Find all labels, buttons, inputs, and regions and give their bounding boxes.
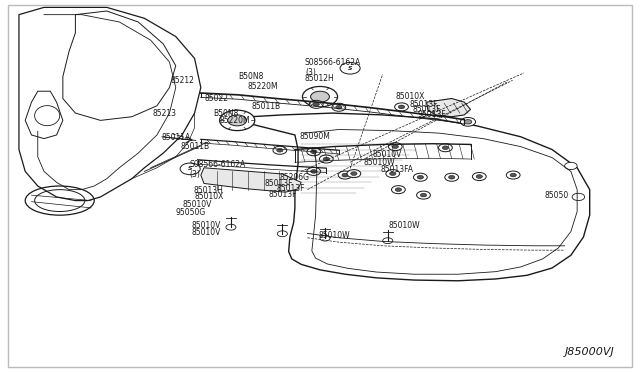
Circle shape bbox=[228, 115, 246, 126]
Circle shape bbox=[396, 188, 401, 192]
Text: 85010W: 85010W bbox=[389, 221, 420, 230]
Circle shape bbox=[338, 171, 352, 179]
Circle shape bbox=[398, 105, 404, 109]
Text: B50N8: B50N8 bbox=[213, 109, 239, 118]
Text: 85010V: 85010V bbox=[191, 221, 221, 230]
Circle shape bbox=[180, 163, 200, 175]
Text: 95050G: 95050G bbox=[176, 208, 206, 217]
Circle shape bbox=[351, 172, 357, 176]
Circle shape bbox=[273, 146, 287, 154]
Text: 85011B: 85011B bbox=[180, 142, 210, 151]
Circle shape bbox=[395, 103, 408, 111]
Text: S: S bbox=[188, 166, 193, 171]
Circle shape bbox=[461, 118, 476, 126]
Circle shape bbox=[510, 173, 516, 177]
Circle shape bbox=[386, 170, 399, 177]
Text: S08566-6162A
(3): S08566-6162A (3) bbox=[189, 160, 246, 179]
Circle shape bbox=[420, 193, 427, 197]
Text: 85220M: 85220M bbox=[248, 82, 278, 92]
Circle shape bbox=[303, 86, 337, 107]
Text: 85206G: 85206G bbox=[280, 173, 310, 183]
Text: 85010V: 85010V bbox=[191, 228, 221, 237]
Circle shape bbox=[383, 238, 393, 244]
Text: 85013F: 85013F bbox=[413, 105, 442, 114]
Circle shape bbox=[476, 175, 483, 178]
Text: 85012H: 85012H bbox=[305, 74, 335, 83]
Circle shape bbox=[445, 173, 459, 181]
Text: 85010W: 85010W bbox=[364, 158, 396, 167]
Text: 85013H: 85013H bbox=[193, 186, 223, 195]
Circle shape bbox=[392, 145, 399, 148]
Circle shape bbox=[310, 150, 317, 154]
Text: J85000VJ: J85000VJ bbox=[565, 347, 615, 357]
Circle shape bbox=[506, 171, 520, 179]
Text: S: S bbox=[348, 66, 353, 71]
Circle shape bbox=[319, 155, 333, 163]
Text: S08566-6162A
(3): S08566-6162A (3) bbox=[305, 58, 361, 77]
Circle shape bbox=[310, 91, 330, 102]
Text: 95013F: 95013F bbox=[417, 110, 446, 119]
Circle shape bbox=[388, 142, 402, 151]
Text: 85013FA: 85013FA bbox=[380, 165, 413, 174]
Text: 85010V: 85010V bbox=[372, 150, 402, 159]
Circle shape bbox=[442, 146, 449, 150]
Text: 85011A: 85011A bbox=[162, 134, 191, 142]
Text: 85213: 85213 bbox=[153, 109, 177, 118]
Circle shape bbox=[472, 173, 486, 180]
Text: 85090M: 85090M bbox=[300, 132, 331, 141]
Circle shape bbox=[449, 176, 455, 179]
Circle shape bbox=[323, 157, 330, 161]
Text: 85013F: 85013F bbox=[276, 185, 305, 193]
Circle shape bbox=[307, 148, 321, 156]
Polygon shape bbox=[427, 99, 470, 117]
Circle shape bbox=[226, 224, 236, 230]
Circle shape bbox=[390, 172, 396, 176]
Circle shape bbox=[276, 148, 283, 152]
Text: 85013F: 85013F bbox=[265, 179, 293, 188]
Circle shape bbox=[417, 176, 424, 179]
Circle shape bbox=[332, 103, 346, 111]
Circle shape bbox=[277, 231, 287, 237]
Text: 85010V: 85010V bbox=[182, 200, 211, 209]
Circle shape bbox=[572, 193, 585, 201]
Text: 85010W: 85010W bbox=[319, 231, 350, 240]
Circle shape bbox=[413, 173, 428, 181]
Circle shape bbox=[342, 173, 348, 177]
Circle shape bbox=[392, 186, 405, 194]
Circle shape bbox=[320, 235, 330, 241]
Text: B50N8: B50N8 bbox=[239, 72, 264, 81]
Text: 85010X: 85010X bbox=[195, 192, 224, 201]
Circle shape bbox=[336, 105, 342, 109]
Circle shape bbox=[417, 191, 430, 199]
Circle shape bbox=[347, 170, 361, 177]
Circle shape bbox=[564, 162, 577, 170]
Circle shape bbox=[310, 170, 317, 173]
Circle shape bbox=[464, 120, 472, 124]
Circle shape bbox=[307, 167, 321, 176]
Text: 85050: 85050 bbox=[545, 191, 569, 200]
Circle shape bbox=[220, 110, 255, 131]
Circle shape bbox=[340, 62, 360, 74]
Text: 85022: 85022 bbox=[205, 94, 228, 103]
Circle shape bbox=[438, 144, 452, 152]
Circle shape bbox=[313, 103, 319, 106]
Circle shape bbox=[309, 100, 323, 108]
Text: 85013F: 85013F bbox=[409, 100, 438, 109]
Polygon shape bbox=[201, 168, 301, 192]
Text: 85212: 85212 bbox=[171, 76, 195, 85]
Text: 85013F: 85013F bbox=[269, 190, 297, 199]
Text: 85011B: 85011B bbox=[251, 102, 280, 111]
Text: 85220M: 85220M bbox=[220, 116, 250, 125]
Text: 85010X: 85010X bbox=[396, 92, 424, 101]
